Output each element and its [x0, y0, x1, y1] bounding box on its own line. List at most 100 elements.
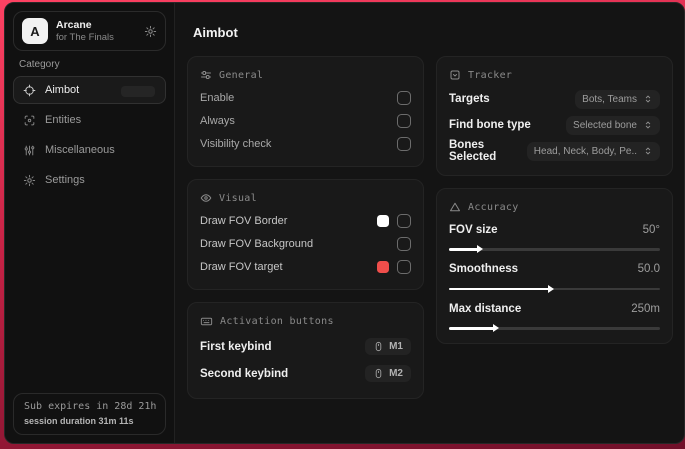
- slider-thumb[interactable]: [493, 324, 500, 333]
- setting-label: Smoothness: [449, 263, 519, 275]
- general-card: General Enable Always Visibility check: [187, 56, 424, 167]
- card-title: Visual: [219, 192, 257, 204]
- sidebar-item-entities[interactable]: Entities: [13, 106, 166, 134]
- card-header: General: [200, 69, 411, 81]
- setting-label: First keybind: [200, 340, 272, 353]
- setting-label: Always: [200, 114, 235, 127]
- slider-thumb[interactable]: [548, 284, 555, 293]
- mouse-icon: [373, 341, 384, 352]
- aimbot-faint-badge: [121, 86, 155, 97]
- setting-row: Visibility check: [200, 132, 411, 155]
- slider-fill: [449, 245, 483, 254]
- sidebar-item-aimbot[interactable]: Aimbot: [13, 76, 166, 104]
- always-checkbox[interactable]: [397, 113, 411, 128]
- slider-thumb[interactable]: [476, 245, 483, 254]
- sliders-horizontal-icon: [200, 69, 212, 81]
- visual-card: Visual Draw FOV Border Draw FOV Backgrou…: [187, 179, 424, 290]
- row-controls: [397, 236, 411, 251]
- setting-row: Draw FOV Border: [200, 209, 411, 232]
- app-header: A Arcane for The Finals: [13, 11, 166, 51]
- setting-row: First keybind M1: [200, 333, 411, 360]
- card-header: Activation buttons: [200, 315, 411, 328]
- max-distance-slider[interactable]: [449, 324, 660, 333]
- left-column: General Enable Always Visibility check: [187, 56, 424, 399]
- sidebar: A Arcane for The Finals Category: [5, 3, 175, 443]
- setting-row: Bones Selected Head, Neck, Body, Pe..: [449, 138, 660, 164]
- slider-fill: [449, 324, 500, 333]
- dropdown-value: Head, Neck, Body, Pe..: [533, 145, 637, 157]
- sidebar-nav: Aimbot Entities: [5, 76, 174, 194]
- app-subtitle: for The Finals: [56, 31, 114, 43]
- enable-checkbox[interactable]: [397, 90, 411, 105]
- setting-label: Find bone type: [449, 119, 531, 131]
- card-title: General: [219, 69, 264, 81]
- main-content: Aimbot General: [175, 3, 684, 443]
- sidebar-item-label: Entities: [45, 114, 82, 126]
- card-header: Tracker: [449, 69, 660, 81]
- bones-selected-dropdown[interactable]: Head, Neck, Body, Pe..: [526, 141, 660, 161]
- subscription-info: Sub expires in 28d 21h session duration …: [13, 393, 166, 435]
- card-title: Activation buttons: [220, 316, 334, 327]
- fov-border-color-swatch[interactable]: [377, 214, 389, 227]
- eye-icon: [200, 192, 212, 204]
- card-title: Tracker: [468, 69, 513, 81]
- first-keybind-button[interactable]: M1: [365, 338, 411, 355]
- draw-fov-background-checkbox[interactable]: [397, 236, 411, 251]
- targets-dropdown[interactable]: Bots, Teams: [575, 89, 660, 109]
- slider-value: 50.0: [637, 263, 660, 275]
- setting-row: Max distance 250m: [449, 297, 660, 320]
- row-controls: [377, 259, 411, 274]
- sidebar-item-label: Settings: [45, 174, 85, 186]
- gear-icon[interactable]: [144, 25, 157, 38]
- setting-row: Always: [200, 109, 411, 132]
- dropdown-value: Bots, Teams: [582, 93, 637, 105]
- triangle-icon: [449, 201, 461, 213]
- second-keybind-button[interactable]: M2: [365, 365, 411, 382]
- tracker-card: Tracker Targets Bots, Teams: [436, 56, 673, 176]
- sidebar-item-miscellaneous[interactable]: Miscellaneous: [13, 136, 166, 164]
- setting-row: Targets Bots, Teams: [449, 86, 660, 112]
- setting-row: Find bone type Selected bone: [449, 112, 660, 138]
- sidebar-item-settings[interactable]: Settings: [13, 166, 166, 194]
- app-name: Arcane: [56, 18, 92, 31]
- chevrons-up-down-icon: [643, 146, 653, 156]
- tracker-box-icon: [449, 69, 461, 81]
- fov-target-color-swatch[interactable]: [377, 260, 389, 273]
- chevrons-up-down-icon: [643, 94, 653, 104]
- setting-label: Draw FOV target: [200, 260, 283, 273]
- card-title: Accuracy: [468, 201, 519, 213]
- setting-row: FOV size 50°: [449, 218, 660, 241]
- card-header: Visual: [200, 192, 411, 204]
- sliders-vertical-icon: [23, 144, 36, 157]
- row-controls: [377, 213, 411, 228]
- visibility-check-checkbox[interactable]: [397, 136, 411, 151]
- setting-label: FOV size: [449, 223, 498, 236]
- card-header: Accuracy: [449, 201, 660, 213]
- slider-fill: [449, 284, 555, 293]
- setting-label: Enable: [200, 91, 235, 104]
- app-logo: A: [22, 18, 48, 44]
- draw-fov-border-checkbox[interactable]: [397, 213, 411, 228]
- slider-value: 50°: [642, 223, 660, 236]
- sidebar-item-label: Aimbot: [45, 84, 80, 96]
- setting-label: Draw FOV Border: [200, 214, 288, 227]
- slider-value: 250m: [631, 302, 660, 315]
- app-window: A Arcane for The Finals Category: [4, 2, 685, 444]
- mouse-icon: [373, 368, 384, 379]
- dropdown-value: Selected bone: [573, 119, 637, 131]
- keybind-value: M2: [389, 368, 403, 379]
- setting-row: Draw FOV target: [200, 255, 411, 278]
- draw-fov-target-checkbox[interactable]: [397, 259, 411, 274]
- setting-row: Draw FOV Background: [200, 232, 411, 255]
- setting-row: Smoothness 50.0: [449, 258, 660, 281]
- fov-size-group: FOV size 50°: [449, 218, 660, 254]
- smoothness-slider[interactable]: [449, 284, 660, 293]
- keyboard-icon: [200, 315, 213, 328]
- max-distance-group: Max distance 250m: [449, 297, 660, 333]
- cards-columns: General Enable Always Visibility check: [187, 56, 673, 399]
- setting-label: Draw FOV Background: [200, 237, 314, 250]
- category-label: Category: [19, 59, 60, 70]
- fov-size-slider[interactable]: [449, 245, 660, 254]
- crosshair-icon: [23, 84, 36, 97]
- find-bone-type-dropdown[interactable]: Selected bone: [566, 115, 660, 135]
